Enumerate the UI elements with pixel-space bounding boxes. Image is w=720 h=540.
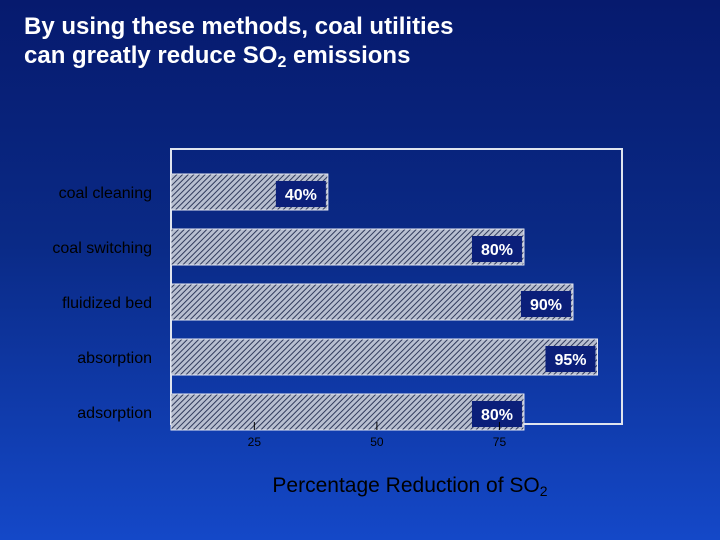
title-subscript: 2	[277, 54, 287, 71]
data-label-1: 80%	[481, 242, 513, 259]
title-line-2-end: emissions	[286, 42, 411, 69]
bar-1	[170, 228, 525, 266]
bar-4	[170, 393, 525, 431]
category-label-4: adsorption	[77, 405, 152, 422]
data-label-4: 80%	[481, 407, 513, 424]
data-label-box-3	[545, 346, 596, 372]
x-axis-title-subscript: 2	[539, 483, 548, 499]
category-label-0: coal cleaning	[59, 185, 152, 202]
title-line-1: By using these methods, coal utilities	[24, 13, 454, 40]
x-axis-title: Percentage Reduction of SO2	[160, 474, 660, 498]
x-tick-label-0: 25	[248, 435, 262, 449]
category-label-2: fluidized bed	[62, 295, 152, 312]
x-tick-label-2: 75	[493, 435, 507, 449]
data-label-2: 90%	[530, 297, 562, 314]
data-label-box-1	[471, 236, 522, 262]
data-label-3: 95%	[554, 352, 586, 369]
bar-3	[170, 338, 598, 376]
x-axis-title-text: Percentage Reduction of SO	[272, 474, 540, 497]
data-label-0: 40%	[285, 187, 317, 204]
data-label-box-4	[471, 401, 522, 427]
title-line-2-text: can greatly reduce SO	[24, 42, 278, 69]
category-label-1: coal switching	[52, 240, 152, 257]
data-label-box-0	[275, 181, 326, 207]
data-label-box-2	[520, 291, 571, 317]
category-label-3: absorption	[77, 350, 152, 367]
slide-title: By using these methods, coal utilities c…	[24, 12, 684, 71]
title-line-2: can greatly reduce SO2 emissions	[24, 41, 684, 71]
x-tick-label-1: 50	[370, 435, 384, 449]
bar-2	[170, 283, 574, 321]
